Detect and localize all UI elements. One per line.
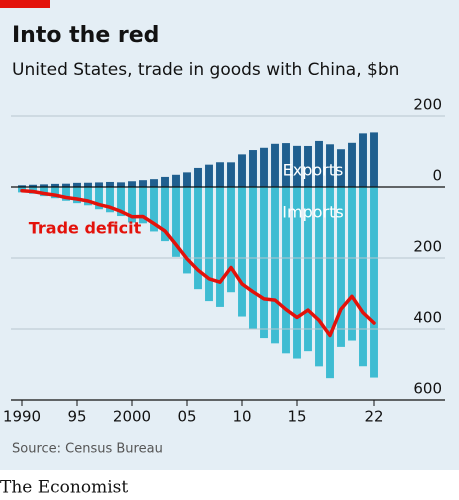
bar [73, 187, 81, 204]
bar [51, 183, 59, 187]
bar [282, 143, 290, 187]
series-label: Exports [283, 161, 344, 180]
chart-subtitle: United States, trade in goods with China… [12, 60, 399, 80]
brand-tag [0, 0, 50, 8]
bar [326, 187, 334, 379]
line [20, 188, 376, 338]
bar [271, 143, 279, 187]
bar [238, 187, 246, 317]
bar [172, 174, 180, 187]
bar [216, 162, 224, 187]
x-tick-label: 15 [287, 408, 306, 426]
bar [40, 187, 48, 197]
bar [95, 187, 103, 210]
x-tick-label: 95 [67, 408, 86, 426]
x-tick-label: 05 [177, 408, 196, 426]
bar [260, 187, 268, 339]
chart-title: Into the red [12, 23, 159, 48]
x-tick-label: 10 [232, 408, 251, 426]
bar [337, 149, 345, 187]
bar [260, 147, 268, 187]
bar [139, 180, 147, 187]
bar [183, 172, 191, 187]
bar [205, 187, 213, 302]
bar [40, 184, 48, 187]
bar [238, 154, 246, 187]
bar [62, 183, 70, 187]
bar [161, 176, 169, 187]
bar [128, 181, 136, 187]
bar [51, 187, 59, 199]
bar [227, 162, 235, 187]
bar [304, 145, 312, 187]
bar [84, 182, 92, 187]
bar [150, 179, 158, 187]
y-tick-label: 400 [413, 309, 442, 327]
bar [315, 140, 323, 187]
bar [117, 187, 125, 217]
bar [249, 150, 257, 187]
bar [95, 182, 103, 187]
x-tick-label: 1990 [3, 408, 41, 426]
bar [84, 187, 92, 206]
series-label: Trade deficit [29, 219, 142, 238]
bar [370, 187, 378, 378]
bar [106, 187, 114, 213]
bar [29, 184, 37, 187]
bar [359, 133, 367, 187]
footer: The Economist [0, 478, 128, 498]
bar [359, 187, 367, 367]
bar [139, 187, 147, 224]
bar [161, 187, 169, 242]
bar [18, 185, 26, 187]
bar [183, 187, 191, 274]
y-tick-label: 600 [413, 380, 442, 398]
bar [73, 182, 81, 187]
bar [348, 142, 356, 187]
bar [106, 181, 114, 187]
bar [128, 187, 136, 223]
bar [326, 144, 334, 187]
bar [370, 132, 378, 187]
x-tick-label: 2000 [113, 408, 151, 426]
bar [227, 187, 235, 293]
bar [293, 187, 301, 359]
y-tick-label: 200 [413, 96, 442, 114]
bar [216, 187, 224, 307]
bar [304, 187, 312, 352]
bar [337, 187, 345, 347]
bar [194, 167, 202, 187]
y-tick-label: 200 [413, 238, 442, 256]
bar [271, 187, 279, 344]
bar [117, 182, 125, 187]
bar [315, 187, 323, 367]
bar [282, 187, 290, 354]
x-tick-label: 22 [364, 408, 383, 426]
y-tick-label: 0 [432, 167, 442, 185]
bar [194, 187, 202, 290]
source: Source: Census Bureau [12, 442, 163, 457]
bar [205, 164, 213, 187]
bar [348, 187, 356, 341]
bar [150, 187, 158, 232]
series-label: Imports [282, 203, 343, 222]
bar [172, 187, 180, 257]
bar [293, 145, 301, 187]
bar [62, 187, 70, 201]
